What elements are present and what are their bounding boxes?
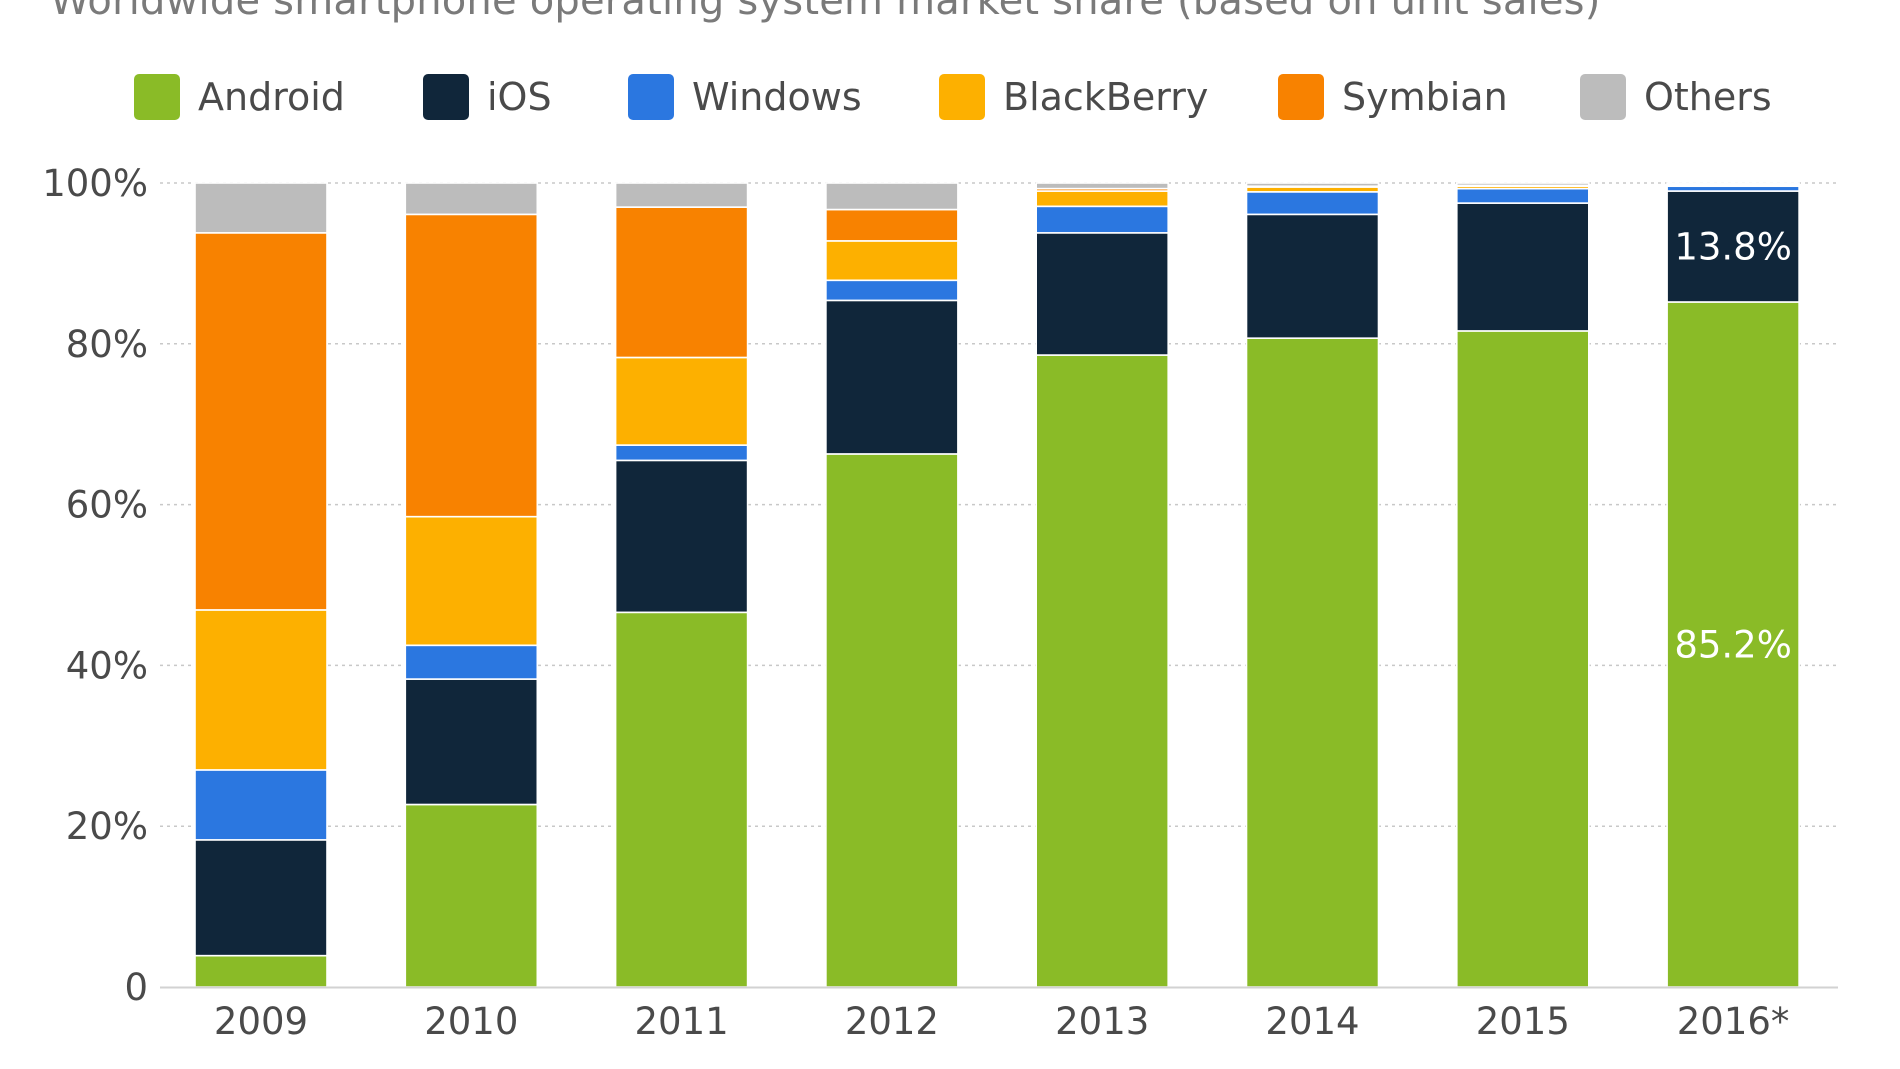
bar-segment-ios-2016 [1666,190,1800,303]
bar-segment-windows-2014 [1245,191,1380,216]
bar-segment-android-2012 [825,453,959,988]
legend-swatch [628,74,674,120]
bar-segment-windows-2015 [1456,187,1590,204]
legend-item-symbian: Symbian [1278,72,1508,122]
bar-segment-ios-2012 [825,299,959,455]
bar-segment-others-2015 [1456,182,1590,187]
legend-label: Android [198,75,345,119]
legend-label: Windows [692,75,862,119]
legend-swatch [939,74,985,120]
bar-segment-others-2016 [1666,182,1800,186]
bar-segment-symbian-2009 [194,232,328,611]
bar-segment-ios-2011 [614,459,749,614]
chart-subtitle: Worldwide smartphone operating system ma… [50,0,1601,24]
bar-segment-symbian-2011 [614,206,749,359]
data-label-android: 85.2% [1674,623,1792,666]
bar-segment-windows-2013 [1035,205,1169,234]
bar-segment-android-2015 [1456,330,1590,988]
bar-segment-windows-2012 [825,279,959,302]
legend-swatch [423,74,469,120]
bar-segment-windows-2011 [614,444,749,462]
data-label-ios: 13.8% [1674,226,1792,269]
y-tick-label: 60% [66,484,148,527]
bar-segment-android-2011 [614,611,749,988]
x-tick-label: 2010 [424,1000,518,1043]
bar-segment-blackberry-2012 [825,240,959,282]
legend-swatch [134,74,180,120]
bar-segment-ios-2010 [404,678,539,806]
bar-segment-others-2013 [1035,182,1169,190]
bar-segment-others-2010 [404,182,539,216]
bar-segment-others-2012 [825,182,959,211]
legend-item-android: Android [134,72,345,122]
x-tick-label: 2013 [1055,1000,1149,1043]
bar-segment-others-2011 [614,182,749,208]
y-tick-label: 20% [66,805,148,848]
bar-segment-windows-2009 [194,769,328,841]
x-tick-label: 2016* [1677,1000,1790,1043]
legend-swatch [1278,74,1324,120]
bar-segment-symbian-2010 [404,213,539,518]
y-tick-label: 0 [124,966,148,1009]
bar-segment-symbian-2012 [825,208,959,242]
bar-segment-blackberry-2011 [614,356,749,446]
bar-segment-android-2014 [1245,337,1380,988]
legend-item-ios: iOS [423,72,552,122]
legend-label: Others [1644,75,1772,119]
legend-item-blackberry: BlackBerry [939,72,1208,122]
x-tick-label: 2012 [845,1000,939,1043]
legend-label: BlackBerry [1003,75,1209,119]
y-tick-label: 80% [66,323,148,366]
x-tick-label: 2011 [635,1000,729,1043]
legend-item-others: Others [1580,72,1772,122]
x-tick-label: 2009 [214,1000,308,1043]
bar-segment-android-2009 [194,954,328,988]
legend-label: Symbian [1342,75,1508,119]
bar-segment-others-2014 [1245,182,1380,188]
bar-segment-blackberry-2009 [194,609,328,771]
legend-label: iOS [487,75,552,119]
bar-segment-blackberry-2013 [1035,190,1169,208]
bar-segment-blackberry-2010 [404,515,539,647]
legend-item-windows: Windows [628,72,862,122]
legend-swatch [1580,74,1626,120]
bar-segment-ios-2014 [1245,213,1380,339]
x-tick-label: 2014 [1265,1000,1359,1043]
bar-segment-android-2010 [404,803,539,988]
y-tick-label: 100% [42,162,148,205]
x-tick-label: 2015 [1476,1000,1570,1043]
bar-segment-ios-2015 [1456,202,1590,332]
y-tick-label: 40% [66,644,148,687]
bar-segment-android-2013 [1035,354,1169,988]
bar-segment-ios-2009 [194,839,328,957]
bar-segment-windows-2010 [404,644,539,680]
bar-segment-ios-2013 [1035,232,1169,356]
bar-segment-others-2009 [194,182,328,234]
bar-segment-android-2016 [1666,301,1800,988]
